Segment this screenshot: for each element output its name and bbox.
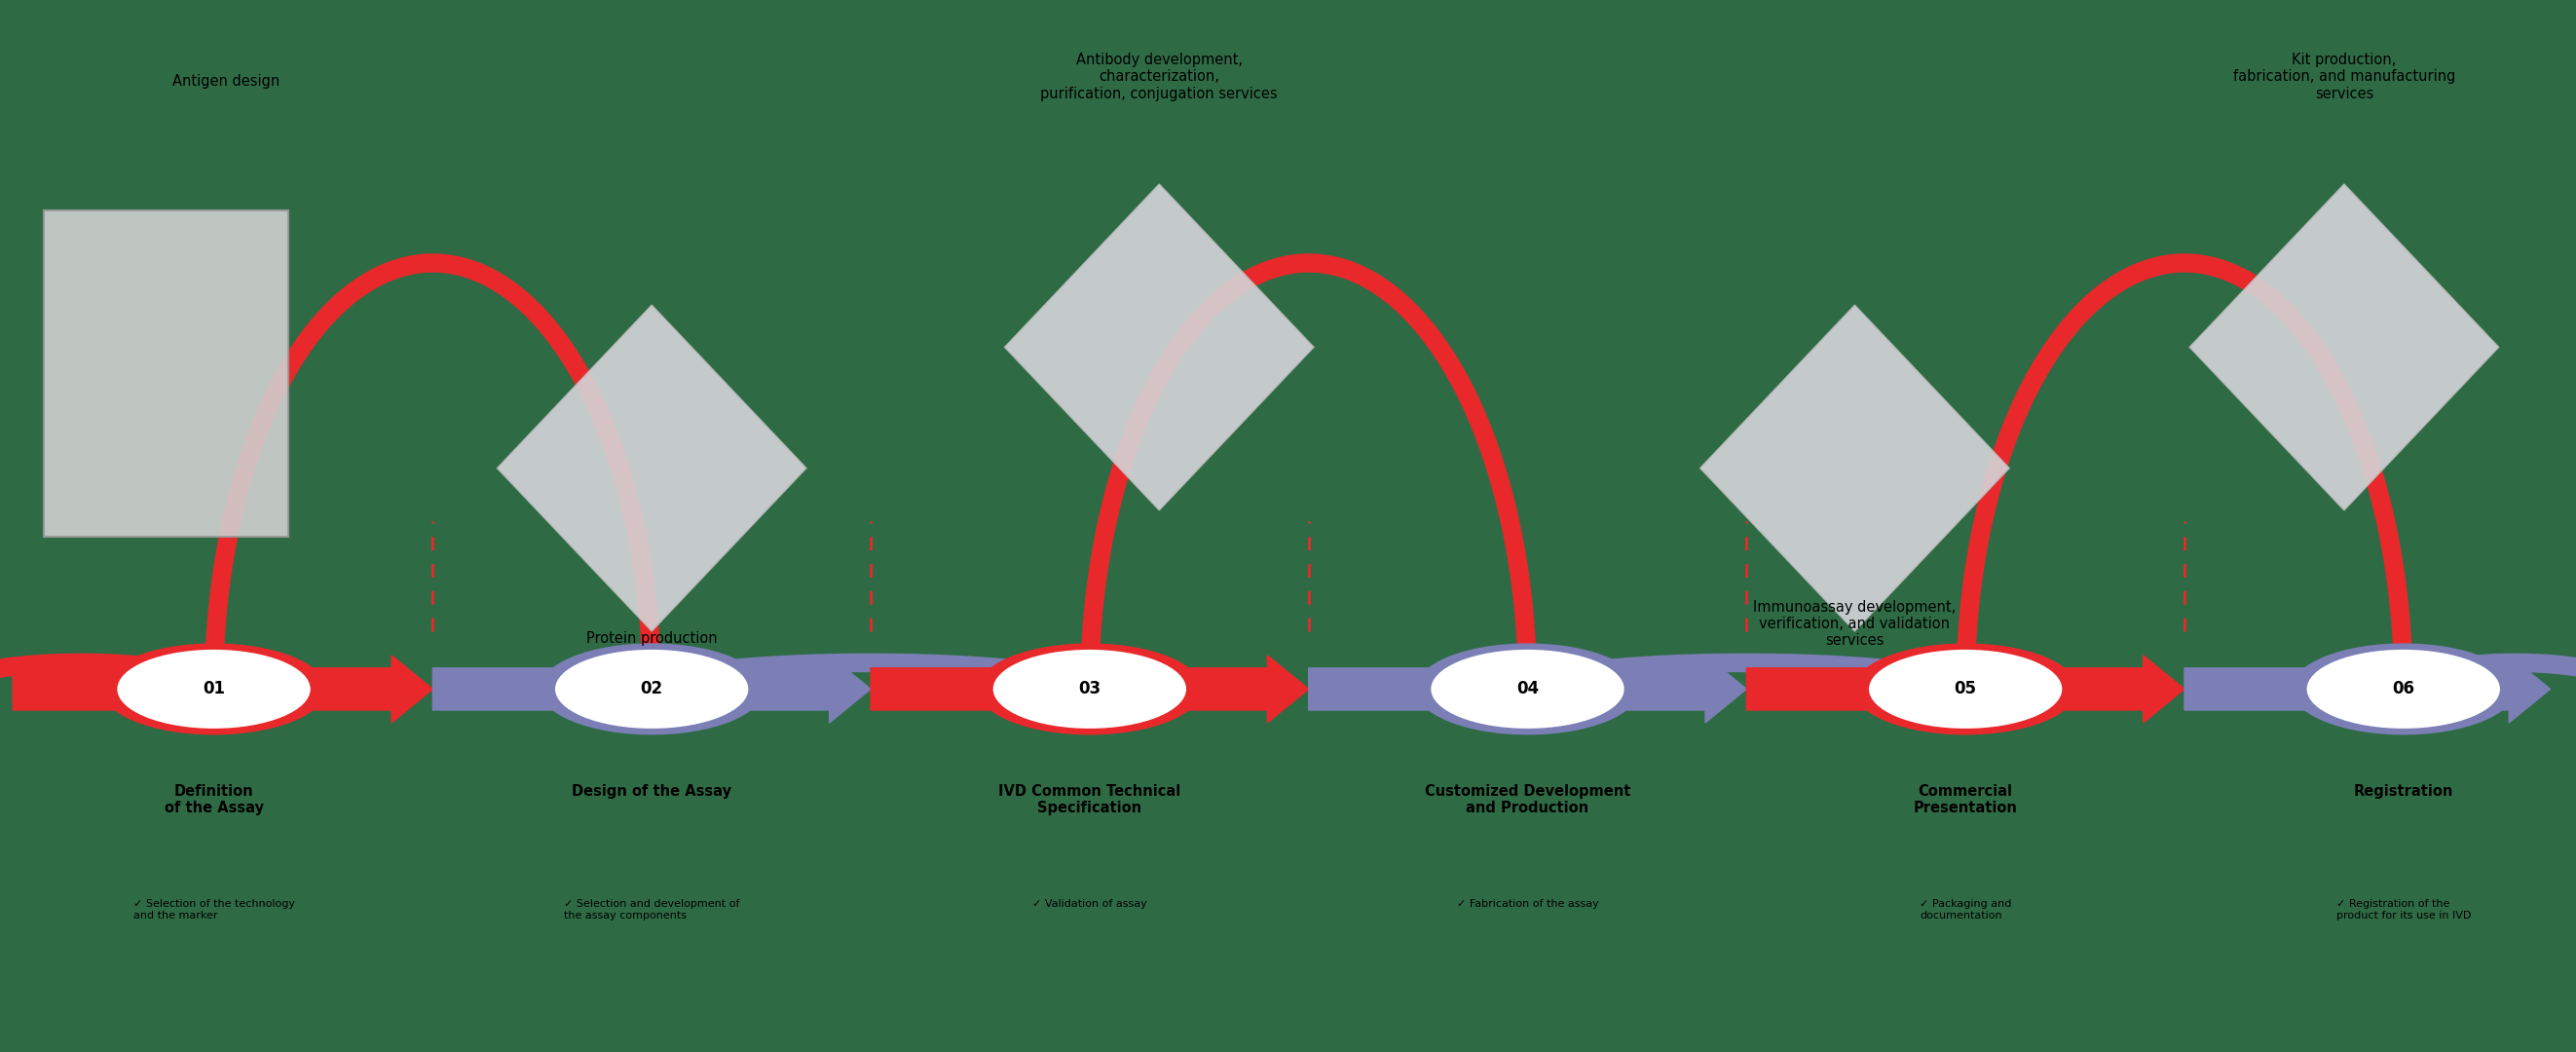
- Polygon shape: [1005, 184, 1314, 510]
- Ellipse shape: [541, 643, 765, 734]
- Text: 02: 02: [641, 681, 662, 697]
- Ellipse shape: [2293, 643, 2517, 734]
- Text: Antigen design: Antigen design: [173, 74, 281, 88]
- FancyArrow shape: [433, 655, 871, 723]
- Ellipse shape: [556, 649, 750, 728]
- Ellipse shape: [994, 649, 1185, 728]
- Ellipse shape: [103, 643, 327, 734]
- Polygon shape: [2190, 184, 2499, 510]
- Text: ✓ Selection and development of
the assay components: ✓ Selection and development of the assay…: [564, 899, 739, 920]
- Text: 03: 03: [1079, 681, 1100, 697]
- Text: Customized Development
and Production: Customized Development and Production: [1425, 784, 1631, 815]
- Text: Immunoassay development,
verification, and validation
services: Immunoassay development, verification, a…: [1754, 600, 1955, 648]
- Ellipse shape: [979, 643, 1200, 734]
- Text: Definition
of the Assay: Definition of the Assay: [165, 784, 263, 815]
- Text: ✓ Registration of the
product for its use in IVD: ✓ Registration of the product for its us…: [2336, 899, 2470, 920]
- Ellipse shape: [1855, 643, 2079, 734]
- Text: Protein production: Protein production: [587, 631, 716, 646]
- Text: Kit production,
fabrication, and manufacturing
services: Kit production, fabrication, and manufac…: [2233, 53, 2455, 101]
- Polygon shape: [1700, 305, 2009, 631]
- Text: Antibody development,
characterization,
purification, conjugation services: Antibody development, characterization, …: [1041, 53, 1278, 101]
- FancyArrow shape: [13, 655, 433, 723]
- Ellipse shape: [118, 649, 312, 728]
- FancyArrow shape: [871, 655, 1309, 723]
- FancyArrow shape: [1309, 655, 1747, 723]
- Ellipse shape: [2308, 649, 2501, 728]
- Polygon shape: [497, 305, 806, 631]
- Ellipse shape: [1417, 643, 1638, 734]
- Text: 05: 05: [1955, 681, 1976, 697]
- FancyArrow shape: [2184, 655, 2550, 723]
- Text: 04: 04: [1517, 681, 1538, 697]
- FancyArrow shape: [1747, 655, 2184, 723]
- Ellipse shape: [1430, 649, 1623, 728]
- Text: 06: 06: [2393, 681, 2414, 697]
- Ellipse shape: [1870, 649, 2063, 728]
- Text: Commercial
Presentation: Commercial Presentation: [1914, 784, 2017, 815]
- Text: IVD Common Technical
Specification: IVD Common Technical Specification: [999, 784, 1180, 815]
- Text: Design of the Assay: Design of the Assay: [572, 784, 732, 798]
- Text: ✓ Selection of the technology
and the marker: ✓ Selection of the technology and the ma…: [134, 899, 294, 920]
- FancyBboxPatch shape: [44, 210, 289, 537]
- Text: 01: 01: [204, 681, 224, 697]
- Text: ✓ Packaging and
documentation: ✓ Packaging and documentation: [1919, 899, 2012, 920]
- Text: Registration: Registration: [2354, 784, 2452, 798]
- Text: ✓ Fabrication of the assay: ✓ Fabrication of the assay: [1455, 899, 1600, 909]
- Text: ✓ Validation of assay: ✓ Validation of assay: [1033, 899, 1146, 909]
